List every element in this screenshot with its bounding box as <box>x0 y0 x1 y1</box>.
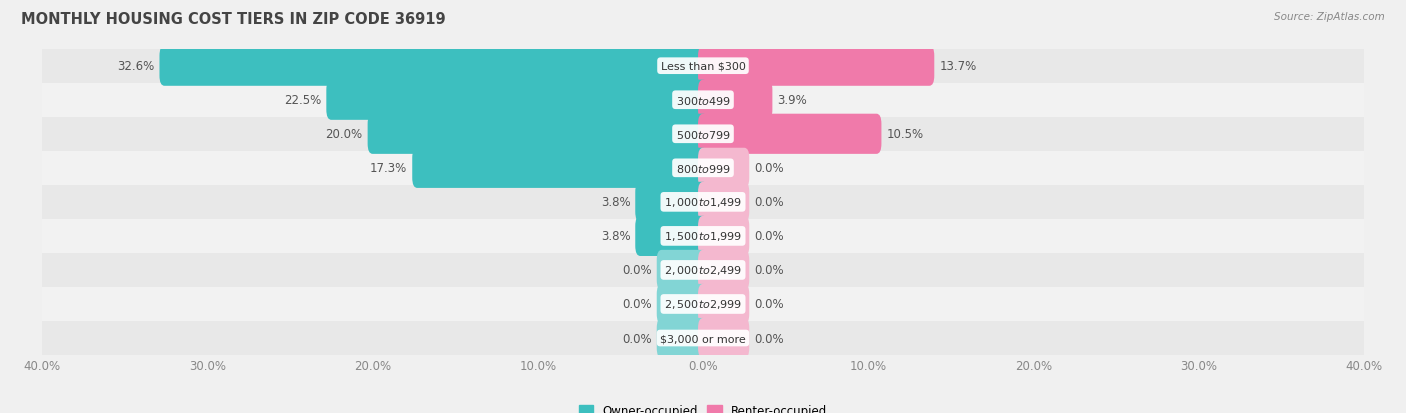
Bar <box>42 287 1364 321</box>
Text: 3.8%: 3.8% <box>600 196 630 209</box>
Bar <box>42 219 1364 253</box>
Text: 0.0%: 0.0% <box>754 196 783 209</box>
Text: 0.0%: 0.0% <box>623 332 652 345</box>
Text: Less than $300: Less than $300 <box>661 62 745 71</box>
FancyBboxPatch shape <box>657 284 709 324</box>
Text: 20.0%: 20.0% <box>326 128 363 141</box>
Text: $1,500 to $1,999: $1,500 to $1,999 <box>664 230 742 243</box>
Text: MONTHLY HOUSING COST TIERS IN ZIP CODE 36919: MONTHLY HOUSING COST TIERS IN ZIP CODE 3… <box>21 12 446 27</box>
FancyBboxPatch shape <box>697 148 749 188</box>
Text: 0.0%: 0.0% <box>623 264 652 277</box>
FancyBboxPatch shape <box>697 47 934 87</box>
Text: 0.0%: 0.0% <box>754 162 783 175</box>
FancyBboxPatch shape <box>636 182 709 223</box>
FancyBboxPatch shape <box>657 250 709 290</box>
FancyBboxPatch shape <box>367 114 709 154</box>
Text: 0.0%: 0.0% <box>754 298 783 311</box>
FancyBboxPatch shape <box>697 216 749 256</box>
Text: $2,000 to $2,499: $2,000 to $2,499 <box>664 264 742 277</box>
Bar <box>42 321 1364 355</box>
Text: 3.9%: 3.9% <box>778 94 807 107</box>
Text: 22.5%: 22.5% <box>284 94 322 107</box>
FancyBboxPatch shape <box>697 250 749 290</box>
FancyBboxPatch shape <box>159 47 709 87</box>
Text: 3.8%: 3.8% <box>600 230 630 243</box>
FancyBboxPatch shape <box>697 318 749 358</box>
FancyBboxPatch shape <box>636 216 709 256</box>
Text: 0.0%: 0.0% <box>754 332 783 345</box>
Text: $2,500 to $2,999: $2,500 to $2,999 <box>664 298 742 311</box>
Text: $800 to $999: $800 to $999 <box>675 162 731 174</box>
Text: 0.0%: 0.0% <box>623 298 652 311</box>
Text: $300 to $499: $300 to $499 <box>675 95 731 107</box>
Text: 0.0%: 0.0% <box>754 264 783 277</box>
Text: Source: ZipAtlas.com: Source: ZipAtlas.com <box>1274 12 1385 22</box>
FancyBboxPatch shape <box>697 114 882 154</box>
Text: 17.3%: 17.3% <box>370 162 408 175</box>
Text: 0.0%: 0.0% <box>754 230 783 243</box>
Bar <box>42 253 1364 287</box>
Text: $500 to $799: $500 to $799 <box>675 128 731 140</box>
Legend: Owner-occupied, Renter-occupied: Owner-occupied, Renter-occupied <box>579 404 827 413</box>
FancyBboxPatch shape <box>697 182 749 223</box>
Text: $1,000 to $1,499: $1,000 to $1,499 <box>664 196 742 209</box>
Text: 10.5%: 10.5% <box>886 128 924 141</box>
FancyBboxPatch shape <box>697 81 772 121</box>
Bar <box>42 83 1364 117</box>
FancyBboxPatch shape <box>326 81 709 121</box>
Text: 32.6%: 32.6% <box>117 60 155 73</box>
Bar <box>42 152 1364 185</box>
FancyBboxPatch shape <box>697 284 749 324</box>
Bar <box>42 50 1364 83</box>
Bar <box>42 117 1364 152</box>
Bar <box>42 185 1364 219</box>
FancyBboxPatch shape <box>412 148 709 188</box>
Text: $3,000 or more: $3,000 or more <box>661 333 745 343</box>
FancyBboxPatch shape <box>657 318 709 358</box>
Text: 13.7%: 13.7% <box>939 60 977 73</box>
